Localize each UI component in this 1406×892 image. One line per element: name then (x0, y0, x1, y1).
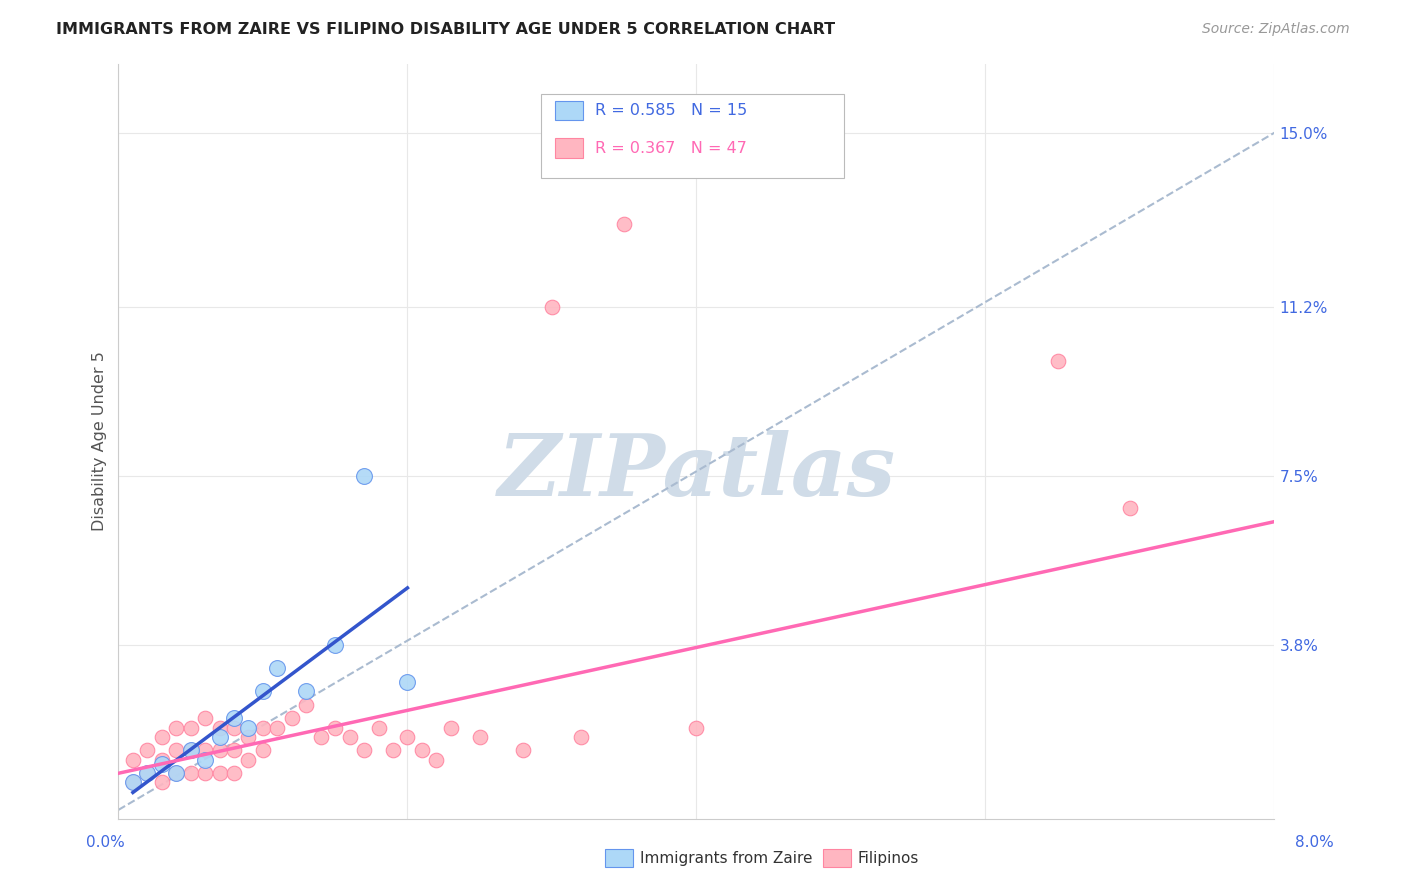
Point (367, 721, 389, 735)
Point (411, 743, 433, 757)
Point (238, 721, 260, 735)
Point (569, 730, 592, 744)
Y-axis label: Disability Age Under 5: Disability Age Under 5 (93, 351, 107, 532)
Point (396, 730, 419, 744)
Point (208, 721, 231, 735)
Point (122, 775, 145, 789)
Point (208, 730, 231, 744)
Text: Immigrants from Zaire: Immigrants from Zaire (640, 851, 813, 865)
Point (266, 661, 288, 675)
Point (252, 721, 274, 735)
Text: R = 0.585   N = 15: R = 0.585 N = 15 (595, 103, 747, 118)
Point (1119, 500, 1142, 515)
Text: Source: ZipAtlas.com: Source: ZipAtlas.com (1202, 22, 1350, 37)
Point (122, 753, 145, 767)
Point (150, 753, 173, 767)
Point (165, 766, 187, 780)
Point (425, 753, 447, 767)
Point (165, 721, 187, 735)
Point (150, 757, 173, 772)
Point (252, 684, 274, 698)
Point (222, 743, 245, 757)
Point (382, 743, 405, 757)
Text: ZIPatlas: ZIPatlas (498, 430, 896, 514)
Point (541, 300, 564, 314)
Point (180, 766, 202, 780)
Point (1046, 354, 1069, 368)
Point (396, 674, 419, 689)
Point (323, 721, 346, 735)
Point (165, 766, 187, 780)
Point (468, 730, 491, 744)
Text: Filipinos: Filipinos (858, 851, 920, 865)
Point (238, 753, 260, 767)
Point (180, 743, 202, 757)
Point (180, 743, 202, 757)
Point (440, 721, 463, 735)
Point (136, 743, 159, 757)
Point (208, 743, 231, 757)
Point (136, 766, 159, 780)
Point (180, 721, 202, 735)
Point (295, 698, 318, 712)
Point (281, 711, 304, 725)
Point (238, 730, 260, 744)
Point (194, 743, 217, 757)
Point (685, 721, 707, 735)
Point (613, 217, 636, 231)
Point (295, 684, 318, 698)
Point (353, 743, 375, 757)
Point (309, 730, 332, 744)
Point (323, 638, 346, 652)
Point (150, 775, 173, 789)
Point (339, 730, 361, 744)
Point (208, 766, 231, 780)
Point (222, 766, 245, 780)
Point (165, 743, 187, 757)
Text: IMMIGRANTS FROM ZAIRE VS FILIPINO DISABILITY AGE UNDER 5 CORRELATION CHART: IMMIGRANTS FROM ZAIRE VS FILIPINO DISABI… (56, 22, 835, 37)
Point (266, 721, 288, 735)
Text: 0.0%: 0.0% (86, 836, 125, 850)
Point (512, 743, 534, 757)
Point (194, 711, 217, 725)
Point (222, 721, 245, 735)
Point (252, 743, 274, 757)
Point (150, 730, 173, 744)
Point (194, 766, 217, 780)
Point (122, 775, 145, 789)
Text: R = 0.367   N = 47: R = 0.367 N = 47 (595, 141, 747, 155)
Text: 8.0%: 8.0% (1295, 836, 1334, 850)
Point (136, 766, 159, 780)
Point (353, 468, 375, 483)
Point (194, 753, 217, 767)
Point (222, 711, 245, 725)
